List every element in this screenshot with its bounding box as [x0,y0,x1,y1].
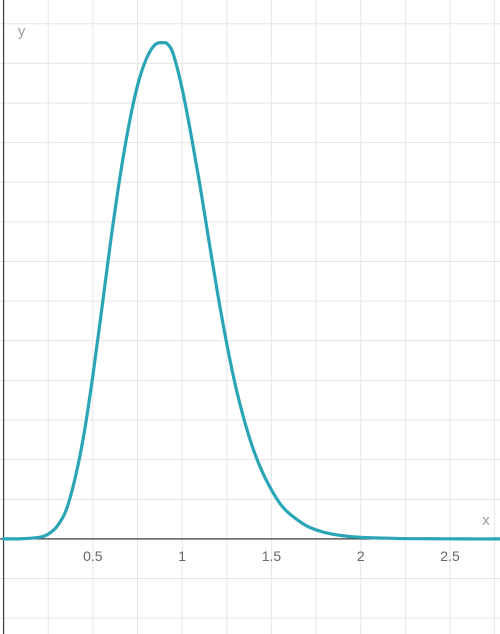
vertical-gridlines [47,0,496,634]
series-line [1,40,500,541]
x-tick-label: 2.5 [440,548,460,564]
x-tick-label: 1.5 [262,548,282,564]
y-axis-label: y [18,23,26,40]
x-tick-label: 0.5 [83,548,103,564]
x-tick-label: 2 [357,548,365,564]
x-axis-label: x [482,512,490,529]
x-tick-label: 1 [178,548,186,564]
horizontal-gridlines [0,23,500,619]
x-tick-labels: 0.5 1 1.5 2 2.5 [83,548,460,564]
